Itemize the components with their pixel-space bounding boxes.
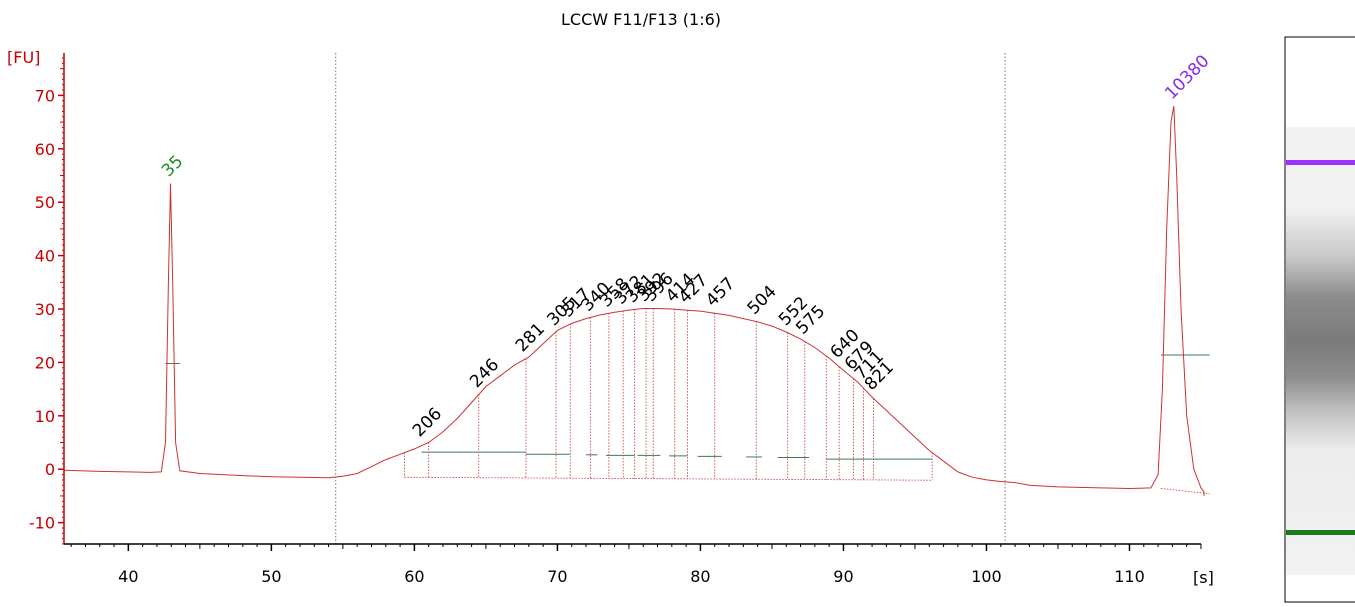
peak-floor-line: [1160, 488, 1210, 495]
x-tick-label: 100: [971, 567, 1002, 586]
upper-marker-band: [1286, 160, 1355, 165]
x-tick-label: 60: [404, 567, 424, 586]
x-axis-label: [s]: [1193, 568, 1214, 587]
y-tick-label: 0: [45, 460, 55, 479]
gel-lane: [1284, 36, 1355, 603]
lower-marker-band: [1286, 530, 1355, 535]
trace-layer: [63, 106, 1205, 496]
x-tick-label: 80: [690, 567, 710, 586]
x-tick-label: 90: [833, 567, 853, 586]
peak-label: 10380: [1161, 51, 1213, 103]
peak-label: 457: [702, 274, 739, 311]
y-tick-label: 30: [35, 300, 55, 319]
x-tick-label: 70: [547, 567, 567, 586]
x-tick-label: 50: [261, 567, 281, 586]
y-tick-label: 60: [35, 140, 55, 159]
peak-labels: 3520624628130531734035837238139239641442…: [158, 51, 1214, 441]
x-tick-label: 40: [118, 567, 138, 586]
peak-label: 281: [512, 319, 549, 356]
y-axis-label: [FU]: [7, 48, 40, 67]
peak-label: 504: [744, 282, 781, 319]
chart-title: LCCW F11/F13 (1:6): [561, 10, 721, 29]
y-tick-label: 40: [35, 247, 55, 266]
x-tick-label: 110: [1114, 567, 1145, 586]
y-tick-label: 70: [35, 86, 55, 105]
y-tick-label: 20: [35, 353, 55, 372]
peak-label: 35: [158, 152, 187, 181]
peak-label: 206: [409, 404, 446, 441]
peak-baselines: [165, 354, 1210, 460]
region-marker-layer: [335, 53, 1006, 544]
peak-label: 246: [466, 355, 503, 392]
axes: -10 0 10 20 30 40 50 60 70 40 50 60 70 80 90 100 110: [29, 53, 1202, 586]
y-tick-label: -10: [29, 514, 55, 533]
y-tick-label: 50: [35, 193, 55, 212]
signal-trace: [63, 106, 1205, 496]
peak-cut-lines: [403, 308, 1210, 495]
peak-floor-line: [404, 476, 933, 481]
gel-smear: [1286, 127, 1355, 575]
y-tick-label: 10: [35, 407, 55, 426]
